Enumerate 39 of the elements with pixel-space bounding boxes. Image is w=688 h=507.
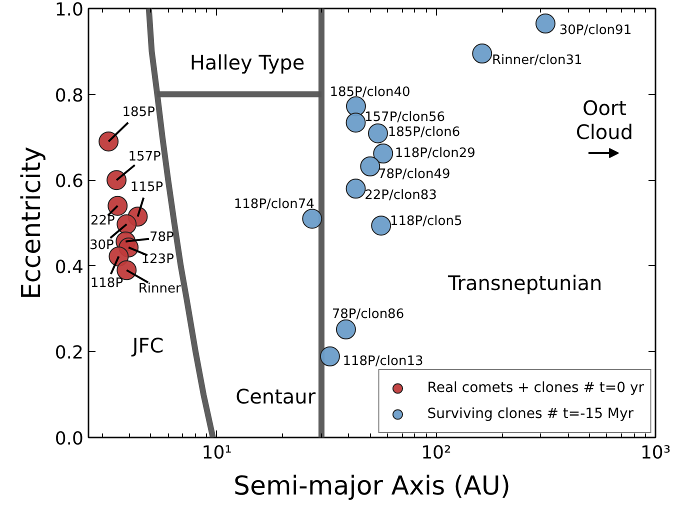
y-tick-label: 0.0 [54, 428, 84, 450]
y-tick-label: 0.4 [54, 256, 84, 278]
annotation: 22P/clon83 [364, 188, 437, 204]
y-tick-label: 0.2 [54, 342, 84, 364]
legend-label: Real comets + clones # t=0 yr [427, 380, 644, 396]
annotation: 78P [149, 230, 174, 245]
annotation: 185P/clon6 [388, 124, 460, 140]
annotation: 22P [90, 213, 115, 228]
y-tick-label: 1.0 [54, 0, 84, 20]
annotation: 185P [122, 104, 156, 120]
annotation: Halley Type [190, 50, 305, 75]
annotation: JFC [130, 334, 164, 358]
annotation: 78P/clon86 [332, 306, 404, 322]
annotation: 118P/clon5 [390, 214, 462, 230]
annotation: 118P/clon74 [234, 197, 314, 212]
annotation: 78P/clon49 [378, 166, 450, 182]
annotation: 118P/clon13 [342, 354, 424, 369]
annotation: 157P [128, 150, 162, 165]
annotation: Centaur [236, 384, 316, 408]
x-axis-title: Semi-major Axis (AU) [233, 472, 511, 502]
annotation: Rinner [138, 282, 182, 297]
x-tick-label: 10³ [640, 442, 671, 464]
annotation: 30P/clon91 [559, 23, 632, 38]
annotation: 115P [130, 180, 164, 196]
annotation: Transneptunian [446, 271, 602, 296]
x-tick-label: 10¹ [202, 442, 232, 464]
annotation: 157P/clon56 [364, 110, 446, 126]
y-tick-label: 0.8 [54, 85, 84, 106]
annotation: 118P [90, 276, 124, 291]
y-axis-title: Eccentricity [16, 146, 47, 300]
y-tick-label: 0.6 [54, 171, 84, 192]
annotation: Rinner/clon31 [492, 53, 582, 68]
x-tick-label: 10² [421, 442, 452, 464]
annotation: 30P [89, 238, 114, 253]
annotation: Oort Cloud [576, 96, 634, 144]
legend-label: Surviving clones # t=-15 Myr [427, 406, 634, 422]
annotation: 118P/clon29 [394, 146, 476, 161]
annotation: 185P/clon40 [330, 84, 410, 100]
annotation: 123P [141, 252, 174, 267]
